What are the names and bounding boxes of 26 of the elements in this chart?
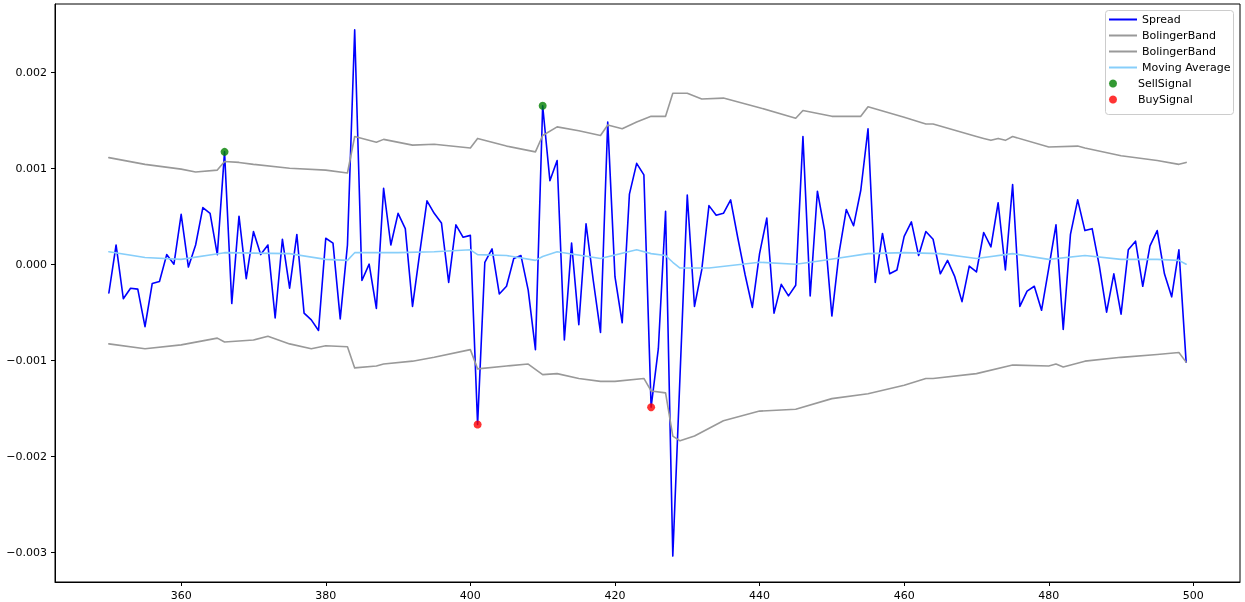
point: [473, 420, 482, 429]
legend-label: Spread: [1142, 13, 1181, 26]
y-tick-label: 0.002: [15, 65, 47, 79]
x-tick-label: 440: [749, 589, 771, 602]
x-tick-label: 460: [893, 589, 915, 602]
x-tick-label: 400: [459, 589, 481, 602]
y-tick-label: −0.002: [6, 449, 47, 463]
x-tick-label: 380: [315, 589, 337, 602]
legend-label: BuySignal: [1138, 93, 1193, 106]
x-tick-label: 500: [1182, 589, 1204, 602]
line-series: [108, 248, 1187, 269]
point: [220, 147, 229, 156]
point: [538, 101, 547, 110]
y-tick-label: −0.001: [6, 353, 47, 367]
y-tick-label: −0.003: [6, 545, 47, 559]
legend-label: BolingerBand: [1142, 45, 1216, 58]
legend-label: BolingerBand: [1142, 29, 1216, 42]
x-tick-label: 420: [604, 589, 626, 602]
y-tick-label: 0.001: [15, 161, 47, 175]
x-tick-label: 480: [1038, 589, 1060, 602]
y-tick-label: 0.000: [15, 257, 47, 271]
x-tick-label: 360: [170, 589, 192, 602]
line-series: [108, 335, 1187, 442]
legend-label: Moving Average: [1142, 61, 1231, 74]
legend-label: SellSignal: [1138, 77, 1192, 90]
point: [647, 403, 656, 412]
